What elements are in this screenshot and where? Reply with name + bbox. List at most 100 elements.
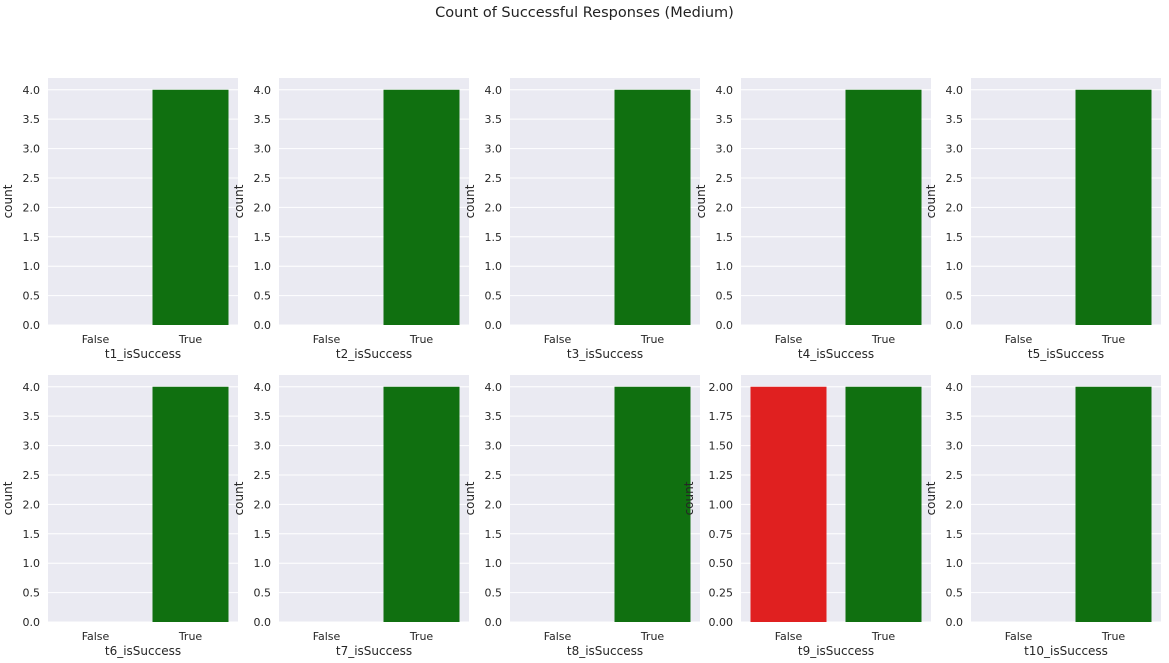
bar-true — [614, 89, 691, 325]
x-tick-label: False — [82, 630, 110, 643]
y-tick-label: 0.5 — [485, 587, 503, 600]
bar-true — [614, 386, 691, 622]
subplot-8: 0.0 0.5 1.0 1.5 2.0 2.5 3.0 3.5 4.0 False Truet8_i… — [463, 375, 700, 658]
y-tick-label: 3.0 — [946, 143, 964, 156]
x-tick-label: False — [544, 333, 572, 346]
y-axis-label: count — [232, 481, 246, 515]
subplot-1: 0.0 0.5 1.0 1.5 2.0 2.5 3.0 3.5 4.0 False Truet1_i… — [1, 78, 238, 361]
y-tick-label: 3.0 — [485, 143, 503, 156]
x-tick-label: False — [775, 630, 803, 643]
x-tick-label: True — [409, 333, 434, 346]
y-tick-label: 1.25 — [709, 469, 734, 482]
y-tick-label: 0.5 — [23, 290, 41, 303]
y-tick-label: 3.0 — [716, 143, 734, 156]
x-axis-label: t8_isSuccess — [567, 644, 643, 658]
x-tick-label: False — [313, 630, 341, 643]
y-tick-label: 0.5 — [716, 290, 734, 303]
figure-title: Count of Successful Responses (Medium) — [435, 5, 734, 21]
y-tick-label: 2.0 — [946, 498, 964, 511]
y-tick-label: 0.25 — [709, 587, 734, 600]
x-tick-label: False — [313, 333, 341, 346]
y-axis-label: count — [232, 184, 246, 218]
y-tick-label: 2.5 — [485, 172, 503, 185]
y-tick-label: 1.0 — [23, 557, 41, 570]
subplot-3: 0.0 0.5 1.0 1.5 2.0 2.5 3.0 3.5 4.0 False Truet3_i… — [463, 78, 700, 361]
y-tick-label: 1.0 — [23, 260, 41, 273]
y-tick-label: 0.5 — [254, 587, 272, 600]
y-tick-label: 0.0 — [254, 319, 272, 332]
x-tick-label: True — [871, 630, 896, 643]
x-tick-label: True — [871, 333, 896, 346]
subplot-5: 0.0 0.5 1.0 1.5 2.0 2.5 3.0 3.5 4.0 False Truet5_i… — [924, 78, 1161, 361]
y-tick-label: 1.5 — [254, 528, 272, 541]
x-tick-label: True — [409, 630, 434, 643]
y-tick-label: 0.50 — [709, 557, 734, 570]
x-tick-label: True — [1101, 630, 1126, 643]
y-tick-label: 2.0 — [946, 201, 964, 214]
y-tick-label: 1.5 — [716, 231, 734, 244]
x-tick-label: False — [1005, 333, 1033, 346]
y-tick-label: 1.0 — [716, 260, 734, 273]
bar-true — [383, 386, 460, 622]
y-tick-label: 4.0 — [485, 84, 503, 97]
bar-false — [750, 386, 827, 622]
y-tick-label: 4.0 — [946, 84, 964, 97]
y-tick-label: 1.75 — [709, 410, 734, 423]
y-tick-label: 1.0 — [946, 260, 964, 273]
x-axis-label: t7_isSuccess — [336, 644, 412, 658]
y-tick-label: 2.0 — [23, 498, 41, 511]
y-tick-label: 1.5 — [485, 231, 503, 244]
y-tick-label: 0.0 — [23, 319, 41, 332]
y-tick-label: 0.75 — [709, 528, 734, 541]
y-tick-label: 4.0 — [23, 381, 41, 394]
y-tick-label: 2.0 — [254, 498, 272, 511]
y-tick-label: 1.00 — [709, 498, 734, 511]
bar-true — [1075, 89, 1152, 325]
x-tick-label: True — [1101, 333, 1126, 346]
y-tick-label: 2.0 — [254, 201, 272, 214]
y-tick-label: 3.5 — [23, 113, 41, 126]
y-tick-label: 2.5 — [254, 172, 272, 185]
y-axis-label: count — [1, 481, 15, 515]
y-tick-label: 3.0 — [23, 143, 41, 156]
y-tick-label: 2.0 — [716, 201, 734, 214]
y-tick-label: 1.0 — [485, 260, 503, 273]
y-tick-label: 3.5 — [485, 113, 503, 126]
y-tick-label: 3.5 — [23, 410, 41, 423]
y-tick-label: 3.5 — [716, 113, 734, 126]
y-tick-label: 0.0 — [485, 616, 503, 629]
y-tick-label: 1.0 — [254, 260, 272, 273]
y-tick-label: 3.0 — [254, 143, 272, 156]
y-tick-label: 4.0 — [946, 381, 964, 394]
y-tick-label: 0.0 — [946, 319, 964, 332]
y-tick-label: 2.0 — [23, 201, 41, 214]
y-tick-label: 2.5 — [946, 172, 964, 185]
x-tick-label: False — [775, 333, 803, 346]
y-tick-label: 1.5 — [485, 528, 503, 541]
y-tick-label: 2.5 — [23, 469, 41, 482]
y-tick-label: 4.0 — [716, 84, 734, 97]
x-axis-label: t9_isSuccess — [798, 644, 874, 658]
y-tick-label: 3.5 — [485, 410, 503, 423]
y-tick-label: 1.5 — [946, 528, 964, 541]
y-tick-label: 2.5 — [946, 469, 964, 482]
x-axis-label: t3_isSuccess — [567, 347, 643, 361]
y-tick-label: 4.0 — [485, 381, 503, 394]
y-tick-label: 0.0 — [485, 319, 503, 332]
x-tick-label: True — [178, 333, 203, 346]
y-tick-label: 0.0 — [23, 616, 41, 629]
x-axis-label: t4_isSuccess — [798, 347, 874, 361]
subplot-9: 0.00 0.25 0.50 0.75 1.00 1.25 1.50 1.75 2.00 Fals… — [682, 375, 931, 658]
y-tick-label: 1.0 — [485, 557, 503, 570]
subplot-10: 0.0 0.5 1.0 1.5 2.0 2.5 3.0 3.5 4.0 False Truet10_… — [924, 375, 1161, 658]
y-tick-label: 4.0 — [254, 381, 272, 394]
y-tick-label: 1.0 — [946, 557, 964, 570]
bar-true — [1075, 386, 1152, 622]
bar-true — [152, 386, 229, 622]
y-tick-label: 0.0 — [254, 616, 272, 629]
y-tick-label: 4.0 — [254, 84, 272, 97]
subplot-7: 0.0 0.5 1.0 1.5 2.0 2.5 3.0 3.5 4.0 False Truet7_i… — [232, 375, 469, 658]
y-tick-label: 0.5 — [23, 587, 41, 600]
y-tick-label: 2.5 — [23, 172, 41, 185]
y-tick-label: 1.0 — [254, 557, 272, 570]
